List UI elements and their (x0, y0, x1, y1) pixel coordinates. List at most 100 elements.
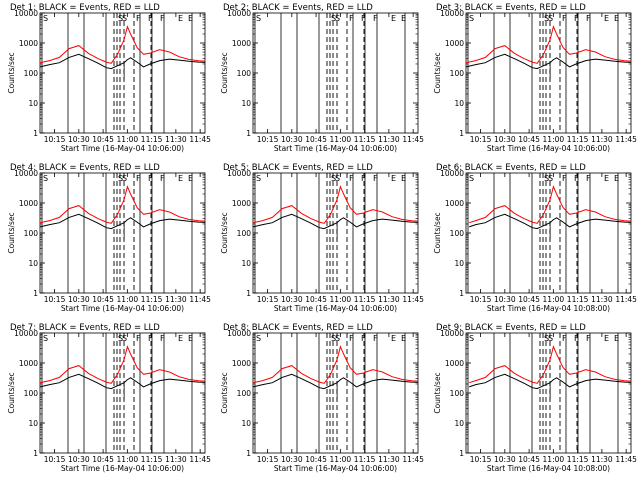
x-axis-label: Start Time (16-May-04 10:06:00) (274, 304, 397, 313)
y-tick-label: 100 (450, 69, 465, 78)
y-tick-label: 100 (237, 229, 252, 238)
interval-marker: F (373, 14, 378, 23)
x-tick-label: 10:45 (305, 135, 327, 144)
x-tick-label: 11:15 (141, 455, 163, 464)
y-tick-label: 10 (28, 419, 38, 428)
y-tick-label: 1000 (445, 39, 464, 48)
x-tick-label: 10:45 (305, 295, 327, 304)
y-tick-label: 10000 (440, 9, 464, 18)
interval-marker: F (160, 174, 165, 183)
x-axis-label: Start Time (16-May-04 10:06:00) (487, 144, 610, 153)
interval-marker: S (331, 14, 336, 23)
interval-marker: S (122, 14, 127, 23)
x-tick-label: 11:15 (141, 135, 163, 144)
x-tick-label: 11:15 (567, 295, 589, 304)
interval-marker: E (614, 174, 619, 183)
y-tick-label: 10000 (14, 9, 38, 18)
interval-marker: F (148, 334, 153, 343)
interval-marker: E (604, 334, 609, 343)
x-tick-label: 11:45 (402, 295, 424, 304)
interval-marker: S (548, 14, 553, 23)
x-tick-label: 11:15 (567, 455, 589, 464)
chart-panel-det-6: Det 6: BLACK = Events, RED = LLD 1 10 100 10… (426, 160, 639, 320)
interval-marker: S (118, 174, 123, 183)
y-tick-label: 100 (450, 389, 465, 398)
y-tick-label: 1000 (232, 199, 251, 208)
y-tick-label: 10 (241, 419, 251, 428)
y-tick-label: 10000 (440, 169, 464, 178)
x-tick-label: 11:30 (378, 135, 400, 144)
y-axis-label: Counts/sec (433, 212, 442, 253)
interval-marker: F (148, 174, 153, 183)
interval-marker: F (373, 174, 378, 183)
series-line-events (39, 53, 206, 70)
x-tick-label: 10:45 (92, 295, 114, 304)
interval-marker: E (604, 14, 609, 23)
y-axis-label: Counts/sec (7, 52, 16, 93)
interval-marker: F (136, 14, 141, 23)
interval-marker: F (136, 334, 141, 343)
interval-marker: F (586, 14, 591, 23)
interval-marker: F (148, 14, 153, 23)
x-tick-label: 11:00 (330, 135, 352, 144)
chart-panel-det-8: Det 8: BLACK = Events, RED = LLD 1 10 100 10… (213, 320, 426, 480)
y-tick-label: 1000 (445, 359, 464, 368)
x-tick-label: 11:00 (330, 295, 352, 304)
x-tick-label: 11:45 (189, 455, 211, 464)
x-tick-label: 10:15 (44, 455, 66, 464)
y-tick-label: 100 (24, 69, 39, 78)
interval-marker: E (178, 174, 183, 183)
plot-frame (39, 332, 206, 454)
x-tick-label: 11:00 (117, 455, 139, 464)
interval-marker: F (586, 334, 591, 343)
interval-marker: F (574, 174, 579, 183)
interval-marker: S (118, 14, 123, 23)
chart-panel-det-4: Det 4: BLACK = Events, RED = LLD 1 10 100 10… (0, 160, 213, 320)
series-line-lld (469, 345, 632, 384)
x-tick-label: 10:15 (470, 455, 492, 464)
y-tick-label: 10000 (227, 9, 251, 18)
interval-marker: E (614, 334, 619, 343)
chart-panel-det-7: Det 7: BLACK = Events, RED = LLD 1 10 100 10… (0, 320, 213, 480)
x-tick-label: 10:45 (92, 455, 114, 464)
series-line-events (469, 213, 632, 230)
x-tick-label: 11:45 (402, 455, 424, 464)
y-axis-label: Counts/sec (7, 212, 16, 253)
interval-marker: F (160, 14, 165, 23)
interval-marker: F (574, 334, 579, 343)
y-tick-label: 100 (450, 229, 465, 238)
y-tick-label: 10 (454, 419, 464, 428)
x-tick-label: 11:45 (189, 295, 211, 304)
x-tick-label: 11:45 (615, 295, 637, 304)
y-tick-label: 1 (246, 289, 251, 298)
plot-frame (465, 12, 632, 134)
y-axis-label: Counts/sec (7, 372, 16, 413)
x-tick-label: 10:15 (470, 135, 492, 144)
x-tick-label: 10:30 (494, 455, 516, 464)
x-tick-label: 11:30 (591, 295, 613, 304)
interval-marker: S (544, 334, 549, 343)
x-tick-label: 11:15 (141, 295, 163, 304)
x-tick-label: 10:45 (518, 455, 540, 464)
interval-marker: F (562, 14, 567, 23)
x-tick-label: 10:30 (281, 455, 303, 464)
plot-frame (252, 12, 419, 134)
y-tick-label: 100 (24, 229, 39, 238)
x-tick-label: 11:45 (615, 135, 637, 144)
y-tick-label: 1000 (19, 199, 38, 208)
x-tick-label: 11:15 (354, 455, 376, 464)
y-tick-label: 100 (24, 389, 39, 398)
interval-marker: E (401, 14, 406, 23)
y-tick-label: 10 (454, 99, 464, 108)
x-tick-label: 10:15 (257, 135, 279, 144)
x-axis-label: Start Time (16-May-04 10:06:00) (61, 144, 184, 153)
interval-marker: S (122, 174, 127, 183)
x-tick-label: 11:30 (378, 295, 400, 304)
y-tick-label: 10 (454, 259, 464, 268)
y-tick-label: 1000 (19, 39, 38, 48)
y-tick-label: 1 (33, 129, 38, 138)
interval-marker: F (349, 174, 354, 183)
y-axis-label: Counts/sec (433, 52, 442, 93)
x-axis-label: Start Time (16-May-04 10:08:00) (487, 304, 610, 313)
